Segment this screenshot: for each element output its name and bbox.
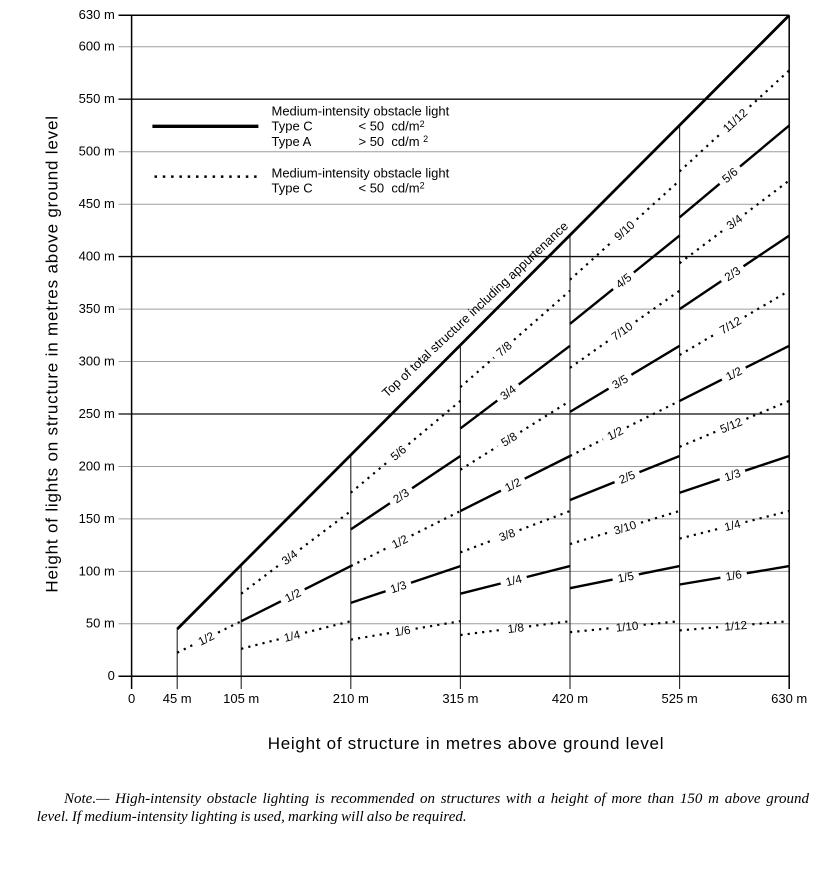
- svg-text:1/6: 1/6: [725, 568, 743, 584]
- svg-text:200 m: 200 m: [79, 458, 115, 473]
- svg-text:1/12: 1/12: [724, 619, 748, 634]
- svg-text:100 m: 100 m: [79, 563, 115, 578]
- svg-text:420 m: 420 m: [552, 691, 588, 706]
- svg-text:315 m: 315 m: [442, 691, 478, 706]
- svg-text:1/8: 1/8: [507, 621, 525, 636]
- svg-text:< 50 cd/m2: < 50 cd/m2: [359, 119, 425, 134]
- svg-text:400 m: 400 m: [79, 249, 115, 264]
- svg-text:1/3: 1/3: [723, 467, 743, 484]
- svg-text:50 m: 50 m: [86, 616, 115, 631]
- svg-text:250 m: 250 m: [79, 406, 115, 421]
- svg-text:1/3: 1/3: [389, 579, 409, 596]
- svg-text:450 m: 450 m: [79, 196, 115, 211]
- svg-text:300 m: 300 m: [79, 353, 115, 368]
- svg-text:2/5: 2/5: [617, 468, 637, 486]
- svg-text:150 m: 150 m: [79, 511, 115, 526]
- svg-text:Height of lights on structure: Height of lights on structure in metres …: [42, 115, 61, 593]
- svg-text:1/6: 1/6: [393, 624, 411, 640]
- svg-text:< 50 cd/m2: < 50 cd/m2: [359, 181, 425, 196]
- svg-text:1/4: 1/4: [723, 517, 742, 534]
- svg-text:3/10: 3/10: [612, 518, 638, 537]
- svg-text:525 m: 525 m: [662, 691, 698, 706]
- svg-text:350 m: 350 m: [79, 301, 115, 316]
- svg-text:3/8: 3/8: [497, 526, 517, 544]
- svg-text:1/4: 1/4: [504, 572, 523, 589]
- svg-text:Type A: Type A: [272, 134, 312, 149]
- svg-text:Height of structure in metres: Height of structure in metres above grou…: [268, 734, 664, 753]
- svg-text:Type C: Type C: [272, 119, 313, 134]
- svg-text:Type C: Type C: [272, 181, 313, 196]
- svg-text:1/4: 1/4: [283, 628, 302, 645]
- svg-text:105 m: 105 m: [223, 691, 259, 706]
- svg-text:550 m: 550 m: [79, 91, 115, 106]
- svg-text:630 m: 630 m: [79, 7, 115, 22]
- svg-text:Medium-intensity obstacle ligh: Medium-intensity obstacle light: [272, 104, 450, 119]
- svg-text:210 m: 210 m: [333, 691, 369, 706]
- svg-text:500 m: 500 m: [79, 144, 115, 159]
- svg-text:0: 0: [128, 691, 135, 706]
- svg-text:1/5: 1/5: [617, 570, 636, 586]
- svg-text:45 m: 45 m: [163, 691, 192, 706]
- svg-text:600 m: 600 m: [79, 39, 115, 54]
- svg-text:> 50 cd/m 2: > 50 cd/m 2: [359, 134, 429, 149]
- svg-text:630 m: 630 m: [771, 691, 807, 706]
- svg-text:0: 0: [108, 668, 115, 683]
- svg-text:1/10: 1/10: [615, 619, 639, 634]
- svg-text:Medium-intensity obstacle ligh: Medium-intensity obstacle light: [272, 165, 450, 180]
